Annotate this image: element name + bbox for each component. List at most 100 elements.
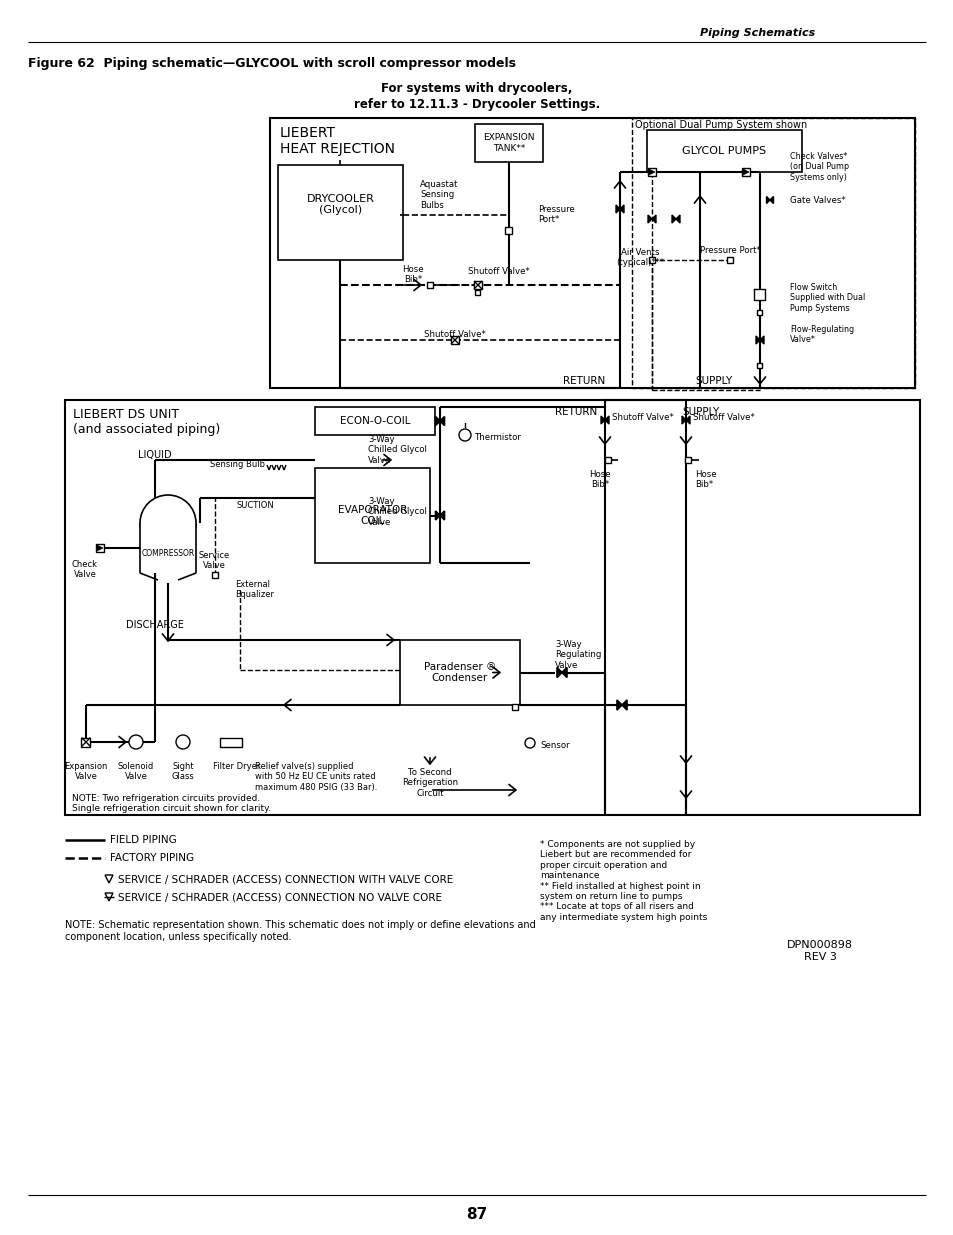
Text: SERVICE / SCHRADER (ACCESS) CONNECTION WITH VALVE CORE: SERVICE / SCHRADER (ACCESS) CONNECTION W… <box>118 876 453 885</box>
Polygon shape <box>600 416 604 424</box>
Bar <box>648 257 655 263</box>
Text: Air Vents
(typical)***: Air Vents (typical)*** <box>616 248 663 268</box>
Text: EXPANSION
TANK**: EXPANSION TANK** <box>483 133 535 153</box>
Bar <box>314 408 435 435</box>
Circle shape <box>175 735 190 748</box>
Bar <box>220 739 242 747</box>
Text: Expansion
Valve: Expansion Valve <box>64 762 108 782</box>
Text: Flow-Regulating
Valve*: Flow-Regulating Valve* <box>789 325 853 345</box>
Polygon shape <box>681 416 685 424</box>
Bar <box>757 363 761 368</box>
Polygon shape <box>97 545 103 551</box>
Text: To Second
Refrigeration
Circuit: To Second Refrigeration Circuit <box>401 768 457 798</box>
Circle shape <box>129 735 143 748</box>
Text: Shutoff Valve*: Shutoff Valve* <box>612 414 673 422</box>
Polygon shape <box>676 215 679 224</box>
Polygon shape <box>769 196 773 204</box>
Text: Flow Switch
Supplied with Dual
Pump Systems: Flow Switch Supplied with Dual Pump Syst… <box>789 283 864 312</box>
Text: Sensor: Sensor <box>539 741 569 750</box>
Text: For systems with drycoolers,: For systems with drycoolers, <box>381 82 572 95</box>
Polygon shape <box>671 215 676 224</box>
Text: SUPPLY: SUPPLY <box>695 375 732 387</box>
Text: COMPRESSOR: COMPRESSOR <box>141 548 194 557</box>
Text: Hose
Bib*: Hose Bib* <box>695 471 716 489</box>
Text: Shutoff Valve*: Shutoff Valve* <box>424 330 485 338</box>
Text: Gate Valves*: Gate Valves* <box>789 196 844 205</box>
Bar <box>631 119 914 388</box>
Text: 3-Way
Chilled Glycol
Valve: 3-Way Chilled Glycol Valve <box>368 435 426 464</box>
Text: Hose
Bib*: Hose Bib* <box>589 471 610 489</box>
Text: Paradenser ®
Condenser: Paradenser ® Condenser <box>423 662 496 683</box>
Bar <box>96 543 104 552</box>
Text: Figure 62  Piping schematic—GLYCOOL with scroll compressor models: Figure 62 Piping schematic—GLYCOOL with … <box>28 57 516 70</box>
Bar <box>212 572 218 578</box>
Polygon shape <box>765 196 769 204</box>
Bar <box>427 282 433 288</box>
Polygon shape <box>435 416 439 426</box>
Text: NOTE: Two refrigeration circuits provided.
Single refrigeration circuit shown fo: NOTE: Two refrigeration circuits provide… <box>71 794 271 814</box>
Polygon shape <box>439 416 444 426</box>
Bar <box>65 400 919 815</box>
Text: FIELD PIPING: FIELD PIPING <box>110 835 176 845</box>
Bar <box>81 737 91 746</box>
Polygon shape <box>648 169 655 175</box>
Bar <box>140 522 195 573</box>
Text: 87: 87 <box>466 1207 487 1221</box>
Polygon shape <box>651 215 656 224</box>
Text: Sensing Bulb: Sensing Bulb <box>210 459 265 469</box>
Polygon shape <box>619 205 623 212</box>
Polygon shape <box>647 215 651 224</box>
Text: LIEBERT DS UNIT
(and associated piping): LIEBERT DS UNIT (and associated piping) <box>73 408 220 436</box>
Circle shape <box>140 495 195 551</box>
Text: Shutoff Valve*: Shutoff Valve* <box>692 414 754 422</box>
Text: EVAPORATOR
COIL: EVAPORATOR COIL <box>337 505 407 526</box>
Bar <box>399 640 519 705</box>
Polygon shape <box>604 416 608 424</box>
Bar <box>314 468 430 563</box>
Polygon shape <box>557 667 561 678</box>
Text: RETURN: RETURN <box>562 375 604 387</box>
Text: Sight
Glass: Sight Glass <box>172 762 194 782</box>
Text: Filter Dryer: Filter Dryer <box>213 762 260 771</box>
Polygon shape <box>742 169 748 175</box>
Text: Solenoid
Valve: Solenoid Valve <box>118 762 154 782</box>
Bar <box>726 257 732 263</box>
Polygon shape <box>561 667 566 678</box>
Text: SUCTION: SUCTION <box>236 501 274 510</box>
Text: Check
Valve: Check Valve <box>71 559 98 579</box>
Bar <box>451 336 458 345</box>
Bar <box>277 165 402 261</box>
Polygon shape <box>435 511 439 520</box>
Text: External
Equalizer: External Equalizer <box>234 580 274 599</box>
Text: ECON-O-COIL: ECON-O-COIL <box>339 416 410 426</box>
Polygon shape <box>760 336 763 345</box>
Bar <box>475 124 542 162</box>
Bar <box>684 457 690 463</box>
Text: refer to 12.11.3 - Drycooler Settings.: refer to 12.11.3 - Drycooler Settings. <box>354 98 599 111</box>
Text: * Components are not supplied by
Liebert but are recommended for
proper circuit : * Components are not supplied by Liebert… <box>539 840 706 921</box>
Bar <box>475 289 480 294</box>
Text: Optional Dual Pump System shown: Optional Dual Pump System shown <box>635 120 806 130</box>
Bar <box>757 310 761 315</box>
Text: Pressure
Port*: Pressure Port* <box>537 205 574 225</box>
Bar <box>474 282 481 289</box>
Circle shape <box>158 563 178 583</box>
Text: 3-Way
Regulating
Valve: 3-Way Regulating Valve <box>555 640 600 669</box>
Text: RETURN: RETURN <box>554 408 597 417</box>
Text: LIQUID: LIQUID <box>138 450 172 459</box>
Text: DISCHARGE: DISCHARGE <box>126 620 184 630</box>
Circle shape <box>524 739 535 748</box>
Text: 3-Way
Chilled Glycol
Valve: 3-Way Chilled Glycol Valve <box>368 496 426 527</box>
Text: DPN000898
REV 3: DPN000898 REV 3 <box>786 940 852 962</box>
Bar <box>647 168 656 177</box>
Bar <box>604 457 610 463</box>
Text: Shutoff Valve*: Shutoff Valve* <box>468 267 529 275</box>
Text: Piping Schematics: Piping Schematics <box>700 28 815 38</box>
Polygon shape <box>621 700 626 710</box>
Circle shape <box>458 429 471 441</box>
Bar <box>741 168 749 177</box>
Text: Relief valve(s) supplied
with 50 Hz EU CE units rated
maximum 480 PSIG (33 Bar).: Relief valve(s) supplied with 50 Hz EU C… <box>254 762 377 792</box>
Text: Pressure Port*: Pressure Port* <box>700 246 760 254</box>
Text: SERVICE / SCHRADER (ACCESS) CONNECTION NO VALVE CORE: SERVICE / SCHRADER (ACCESS) CONNECTION N… <box>118 893 441 903</box>
Text: Hose
Bib*: Hose Bib* <box>402 266 423 284</box>
